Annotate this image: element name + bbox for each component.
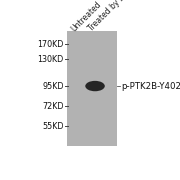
Text: Treated by serum: Treated by serum — [87, 0, 140, 33]
Text: p-PTK2B-Y402: p-PTK2B-Y402 — [121, 82, 180, 91]
Text: Untreated: Untreated — [70, 0, 104, 33]
FancyBboxPatch shape — [67, 31, 117, 146]
Text: 170KD: 170KD — [37, 40, 64, 49]
Text: 130KD: 130KD — [37, 55, 64, 64]
Text: 72KD: 72KD — [42, 102, 64, 111]
Ellipse shape — [85, 81, 105, 91]
Text: 95KD: 95KD — [42, 82, 64, 91]
Text: 55KD: 55KD — [42, 122, 64, 131]
